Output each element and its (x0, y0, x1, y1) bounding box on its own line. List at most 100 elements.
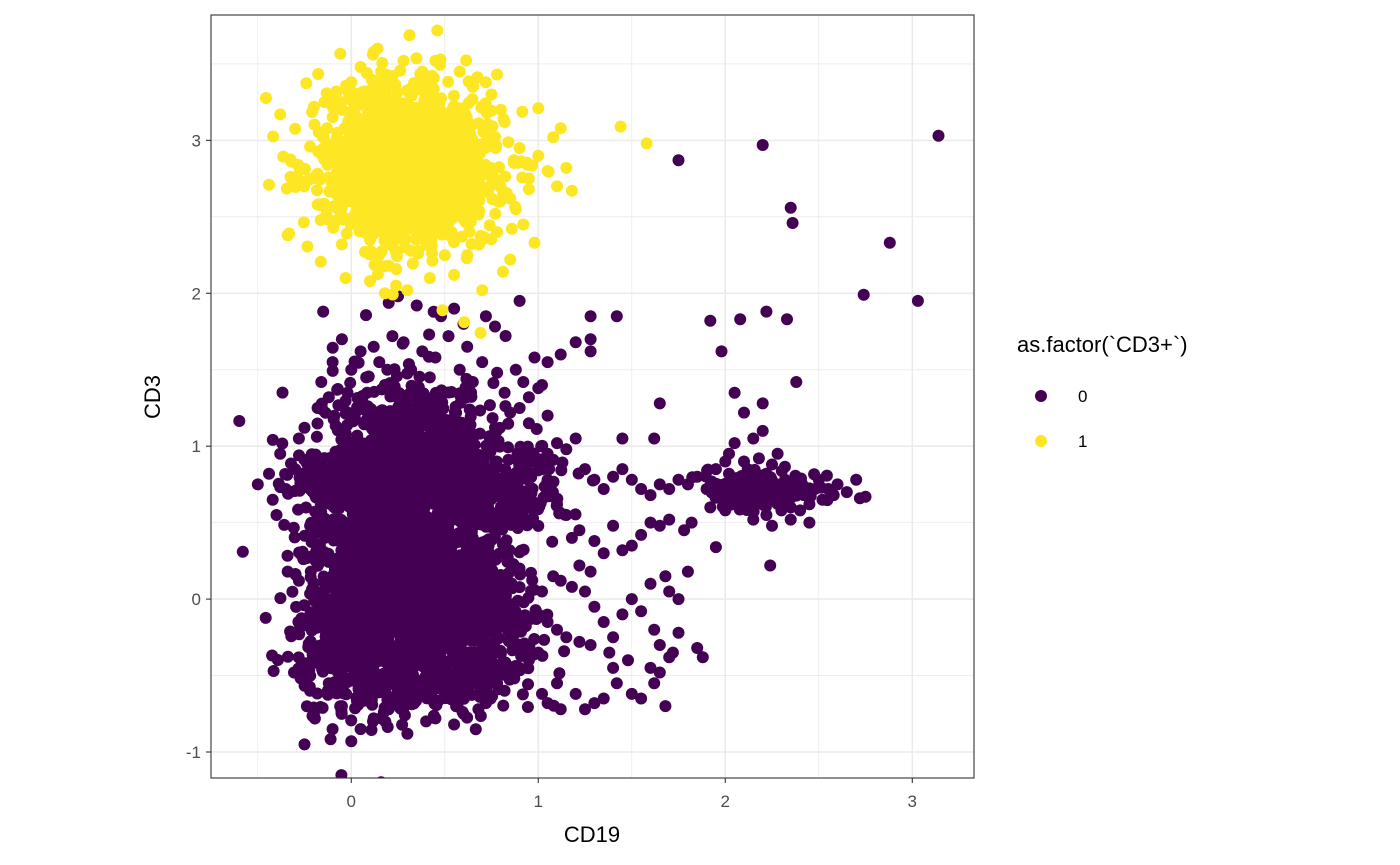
data-point (298, 738, 311, 751)
data-point (498, 589, 510, 602)
data-point (413, 463, 426, 476)
data-point (467, 634, 480, 647)
data-point (360, 371, 373, 384)
data-point (517, 543, 530, 556)
data-point (388, 449, 401, 462)
data-point (331, 424, 344, 437)
data-point (747, 432, 760, 445)
data-point (419, 631, 432, 644)
data-point (368, 436, 381, 449)
data-point (635, 605, 648, 618)
data-point (457, 692, 470, 705)
data-point (491, 68, 503, 81)
data-point (401, 686, 413, 698)
data-point (569, 432, 582, 445)
data-point (311, 590, 324, 602)
data-point (326, 364, 339, 377)
data-point (446, 461, 459, 474)
data-point (546, 535, 559, 548)
data-point (625, 473, 638, 486)
data-point (644, 577, 657, 590)
data-point (331, 513, 344, 526)
data-point (569, 336, 582, 349)
data-point (266, 433, 279, 446)
data-point (365, 724, 378, 736)
data-point (779, 473, 792, 486)
data-point (281, 650, 294, 663)
data-point (738, 455, 750, 468)
data-point (607, 661, 620, 674)
data-point (760, 305, 773, 318)
data-point (607, 519, 620, 532)
data-point (455, 567, 468, 580)
data-point (440, 449, 452, 462)
data-point (752, 452, 765, 465)
data-point (502, 635, 515, 648)
data-point (332, 399, 345, 412)
data-point (584, 333, 597, 346)
data-point (368, 385, 381, 398)
data-point (555, 464, 568, 477)
data-point (358, 631, 371, 644)
data-point (378, 643, 391, 656)
data-point (551, 623, 563, 636)
data-point (503, 476, 516, 489)
data-point (541, 697, 554, 710)
data-point (644, 489, 657, 502)
data-point (513, 402, 526, 414)
data-point (672, 154, 685, 167)
data-point (554, 574, 567, 587)
data-point (307, 707, 320, 720)
data-point (356, 390, 369, 402)
data-point (266, 493, 279, 506)
data-point (616, 432, 629, 445)
data-point (328, 490, 340, 503)
data-point (414, 553, 427, 566)
data-point (704, 501, 717, 514)
data-point (489, 456, 502, 469)
data-point (709, 541, 722, 554)
data-point (451, 602, 464, 615)
data-point (378, 379, 391, 391)
data-point (286, 585, 299, 598)
data-point (405, 363, 418, 376)
data-point (584, 639, 597, 651)
data-point (383, 629, 396, 642)
data-point (532, 646, 545, 659)
data-point (672, 593, 685, 606)
data-point (293, 628, 306, 641)
data-point (756, 139, 769, 151)
data-point (513, 581, 526, 594)
data-point (367, 712, 380, 725)
data-point (465, 435, 478, 448)
data-point (447, 487, 460, 499)
data-point (541, 447, 554, 460)
data-point (723, 467, 735, 480)
data-point (367, 340, 380, 353)
data-point (414, 386, 427, 399)
data-point (616, 544, 629, 557)
data-point (442, 330, 455, 343)
data-point (653, 397, 666, 410)
data-point (850, 473, 863, 486)
data-point (449, 400, 462, 413)
data-point (518, 637, 531, 650)
data-point (323, 479, 336, 492)
data-point (484, 445, 497, 458)
data-point (522, 391, 535, 404)
data-point (635, 692, 648, 705)
data-point (616, 463, 629, 476)
data-point (424, 409, 437, 422)
data-point (517, 376, 530, 388)
data-point (584, 310, 597, 323)
data-point (498, 386, 511, 399)
data-point (384, 416, 397, 429)
data-point (289, 463, 302, 476)
data-point (315, 376, 328, 388)
data-point (709, 489, 722, 502)
data-point (486, 412, 499, 425)
data-point (417, 647, 430, 660)
data-point (551, 498, 563, 511)
data-point (332, 524, 345, 537)
